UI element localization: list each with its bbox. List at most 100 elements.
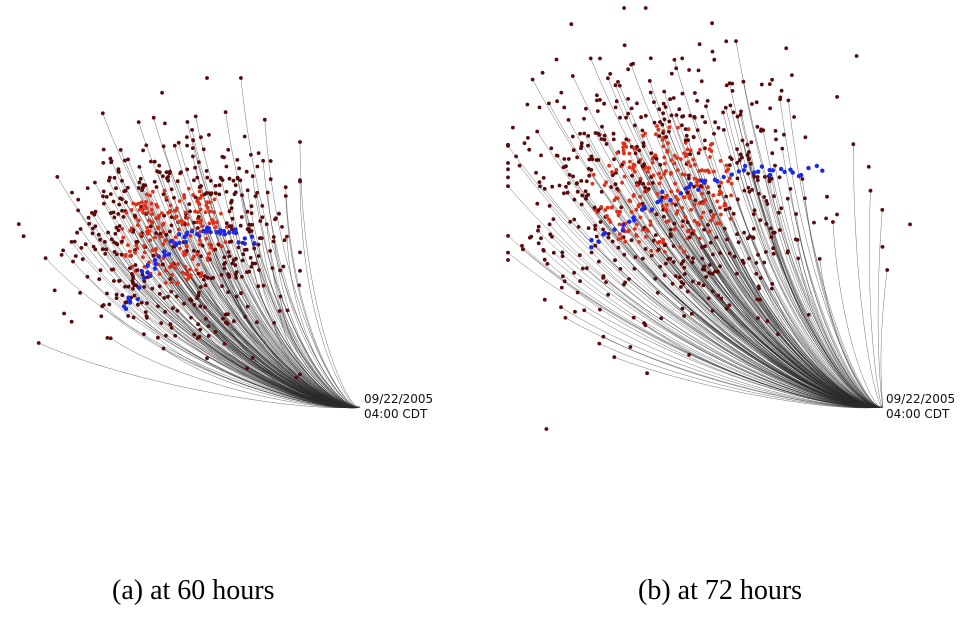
highlighted-point bbox=[790, 170, 795, 175]
ensemble-points bbox=[506, 6, 912, 431]
ensemble-point bbox=[780, 146, 785, 151]
ensemble-point bbox=[575, 181, 579, 186]
ensemble-point bbox=[123, 300, 128, 305]
ensemble-point bbox=[609, 205, 614, 210]
ensemble-point bbox=[715, 199, 720, 204]
ensemble-point bbox=[161, 346, 166, 351]
ensemble-point bbox=[140, 185, 145, 190]
ensemble-point bbox=[131, 228, 136, 233]
highlighted-point bbox=[627, 219, 632, 224]
ensemble-point bbox=[759, 127, 764, 132]
highlighted-point bbox=[208, 230, 213, 235]
ensemble-point bbox=[699, 215, 704, 220]
ensemble-point bbox=[650, 157, 655, 161]
ensemble-point bbox=[651, 173, 656, 178]
ensemble-point bbox=[617, 222, 622, 227]
ensemble-point bbox=[631, 164, 636, 169]
ensemble-point bbox=[149, 201, 154, 206]
ensemble-point bbox=[659, 316, 664, 321]
ensemble-point bbox=[113, 231, 118, 236]
ensemble-point bbox=[669, 189, 674, 194]
ensemble-point bbox=[87, 221, 92, 226]
ensemble-point bbox=[252, 246, 257, 251]
ensemble-point bbox=[571, 148, 576, 153]
ensemble-point bbox=[227, 176, 232, 181]
ensemble-point bbox=[76, 208, 80, 213]
ensemble-point bbox=[253, 194, 258, 199]
ensemble-point bbox=[668, 227, 673, 232]
highlighted-point bbox=[589, 245, 594, 250]
ensemble-point bbox=[663, 169, 668, 174]
ensemble-point bbox=[589, 250, 594, 255]
ensemble-point bbox=[191, 138, 196, 143]
ensemble-point bbox=[98, 237, 102, 242]
ensemble-point bbox=[76, 197, 81, 202]
ensemble-point bbox=[189, 273, 193, 278]
highlighted-point bbox=[696, 187, 701, 192]
ensemble-point bbox=[773, 163, 777, 168]
ensemble-point bbox=[806, 312, 811, 317]
ensemble-point bbox=[759, 82, 764, 87]
ensemble-point bbox=[542, 257, 547, 262]
ensemble-point bbox=[598, 307, 602, 312]
ensemble-point bbox=[678, 245, 683, 250]
ensemble-point bbox=[141, 148, 146, 153]
ensemble-point bbox=[180, 220, 185, 224]
ensemble-point bbox=[562, 105, 567, 110]
ensemble-point bbox=[271, 239, 276, 244]
ensemble-point bbox=[205, 258, 210, 262]
ensemble-point bbox=[245, 366, 250, 371]
ensemble-point bbox=[69, 240, 74, 244]
ensemble-point bbox=[555, 99, 559, 104]
ensemble-point bbox=[764, 250, 768, 254]
trajectory-line bbox=[832, 221, 884, 408]
ensemble-point bbox=[764, 199, 769, 203]
highlighted-point bbox=[236, 240, 241, 245]
ensemble-point bbox=[536, 224, 541, 229]
ensemble-point bbox=[268, 159, 273, 163]
ensemble-point bbox=[610, 239, 615, 244]
ensemble-point bbox=[285, 234, 289, 239]
ensemble-point bbox=[78, 227, 83, 231]
ensemble-point bbox=[73, 254, 78, 258]
ensemble-point bbox=[648, 90, 653, 95]
ensemble-point bbox=[204, 316, 208, 321]
ensemble-point bbox=[612, 157, 616, 162]
ensemble-point bbox=[729, 157, 734, 162]
ensemble-point bbox=[653, 233, 658, 238]
highlighted-point bbox=[660, 189, 665, 194]
ensemble-point bbox=[102, 201, 106, 206]
ensemble-point bbox=[506, 142, 510, 147]
ensemble-point bbox=[249, 152, 253, 157]
ensemble-point bbox=[726, 179, 730, 184]
ensemble-point bbox=[172, 266, 177, 270]
ensemble-point bbox=[104, 195, 109, 199]
ensemble-point bbox=[706, 190, 711, 195]
ensemble-point bbox=[173, 235, 178, 240]
ensemble-point bbox=[705, 99, 710, 103]
ensemble-point bbox=[672, 221, 677, 226]
highlighted-point bbox=[162, 249, 167, 254]
ensemble-point bbox=[247, 269, 252, 274]
ensemble-point bbox=[687, 176, 691, 181]
ensemble-point bbox=[114, 292, 119, 297]
ensemble-point bbox=[172, 143, 177, 148]
ensemble-point bbox=[831, 220, 835, 224]
ensemble-point bbox=[697, 236, 702, 241]
ensemble-point bbox=[117, 278, 122, 283]
ensemble-point bbox=[196, 322, 201, 327]
ensemble-point bbox=[683, 138, 688, 143]
ensemble-point bbox=[656, 290, 660, 295]
ensemble-point bbox=[149, 159, 153, 164]
highlighted-point bbox=[668, 197, 673, 203]
ensemble-point bbox=[157, 292, 162, 296]
ensemble-point bbox=[270, 266, 275, 270]
ensemble-point bbox=[656, 247, 661, 252]
ensemble-point bbox=[699, 79, 704, 84]
ensemble-point bbox=[686, 173, 691, 178]
ensemble-point bbox=[169, 215, 174, 220]
ensemble-point bbox=[712, 57, 717, 62]
ensemble-point bbox=[120, 293, 125, 298]
ensemble-point bbox=[785, 250, 790, 255]
ensemble-point bbox=[629, 106, 634, 111]
